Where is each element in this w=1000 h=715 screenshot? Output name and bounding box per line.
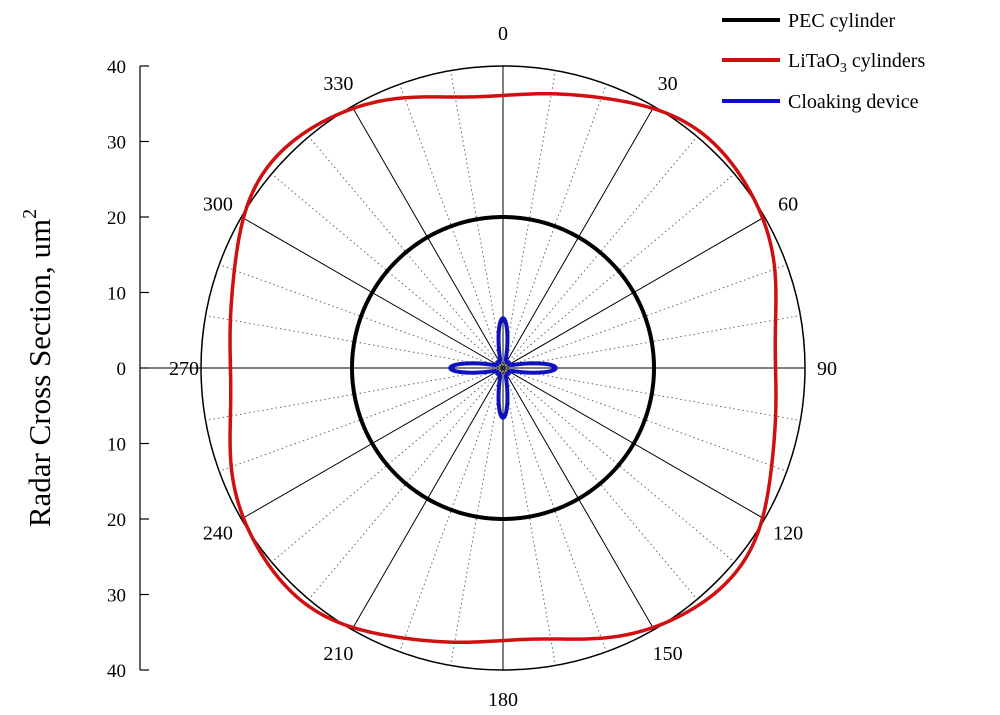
angle-label-60: 60 [778, 193, 798, 215]
minor-spoke [502, 84, 607, 369]
legend-label-litao3-rest: cylinders [847, 50, 926, 72]
minor-spoke [502, 315, 801, 369]
minor-spoke [502, 136, 698, 369]
minor-spoke [308, 367, 504, 600]
minor-spoke [502, 264, 787, 369]
minor-spoke [205, 315, 504, 369]
minor-spoke [219, 367, 504, 472]
angle-label-0: 0 [498, 23, 508, 45]
minor-spoke [502, 70, 556, 369]
radial-tick-label: 0 [117, 359, 127, 380]
angle-label-90: 90 [817, 358, 837, 380]
minor-spoke [205, 367, 504, 421]
angle-label-150: 150 [653, 643, 683, 665]
angle-labels: 0 30 60 90 120 150 180 210 240 270 300 330 [169, 23, 837, 711]
radial-tick-label: 30 [107, 586, 126, 607]
minor-spoke [502, 367, 801, 421]
angle-label-300: 300 [203, 193, 233, 215]
angle-label-120: 120 [773, 523, 803, 545]
series-layer [228, 91, 778, 645]
legend-label-cloak: Cloaking device [788, 91, 919, 113]
angle-label-270: 270 [169, 358, 199, 380]
angle-label-30: 30 [658, 73, 678, 95]
radial-tick-label: 10 [107, 435, 126, 456]
minor-spoke [502, 367, 735, 563]
minor-spoke [502, 173, 735, 369]
series-litao3-cylinders [228, 91, 778, 645]
legend-label-litao3-sub: 3 [840, 61, 847, 76]
radial-tick-label: 40 [107, 661, 126, 682]
angle-label-330: 330 [323, 73, 353, 95]
radial-tick-label: 20 [107, 510, 126, 531]
minor-spoke [399, 84, 504, 369]
legend-label-pec: PEC cylinder [788, 10, 896, 32]
radial-tick-label: 10 [107, 284, 126, 305]
y-axis-label-text: Radar Cross Section, um [22, 219, 57, 527]
minor-spoke [271, 367, 504, 563]
y-axis-label: Radar Cross Section, um2 [19, 209, 57, 527]
minor-spoke [502, 367, 607, 652]
series-pec-cylinder [350, 215, 656, 521]
radial-tick-label: 20 [107, 208, 126, 229]
minor-spoke [502, 367, 556, 666]
y-axis-label-superscript: 2 [19, 209, 41, 219]
minor-spoke [502, 367, 698, 600]
minor-spoke [502, 367, 787, 472]
legend-label-litao3: LiTaO3 cylinders [788, 50, 925, 76]
legend: PEC cylinder LiTaO3 cylinders Cloaking d… [722, 10, 925, 113]
minor-spoke [450, 367, 504, 666]
minor-spoke [219, 264, 504, 369]
minor-spoke [450, 70, 504, 369]
minor-spoke [308, 136, 504, 369]
radial-tick-label: 40 [107, 57, 126, 78]
radial-tick-label: 30 [107, 133, 126, 154]
angle-label-180: 180 [488, 689, 518, 711]
angle-label-240: 240 [203, 523, 233, 545]
radial-axis: 40 30 20 10 0 10 20 30 40 [107, 57, 503, 682]
angle-label-210: 210 [323, 643, 353, 665]
legend-label-litao3-main: LiTaO [788, 50, 840, 72]
minor-spoke [399, 367, 504, 652]
minor-spoke [271, 173, 504, 369]
series-cloaking-device [448, 316, 558, 420]
